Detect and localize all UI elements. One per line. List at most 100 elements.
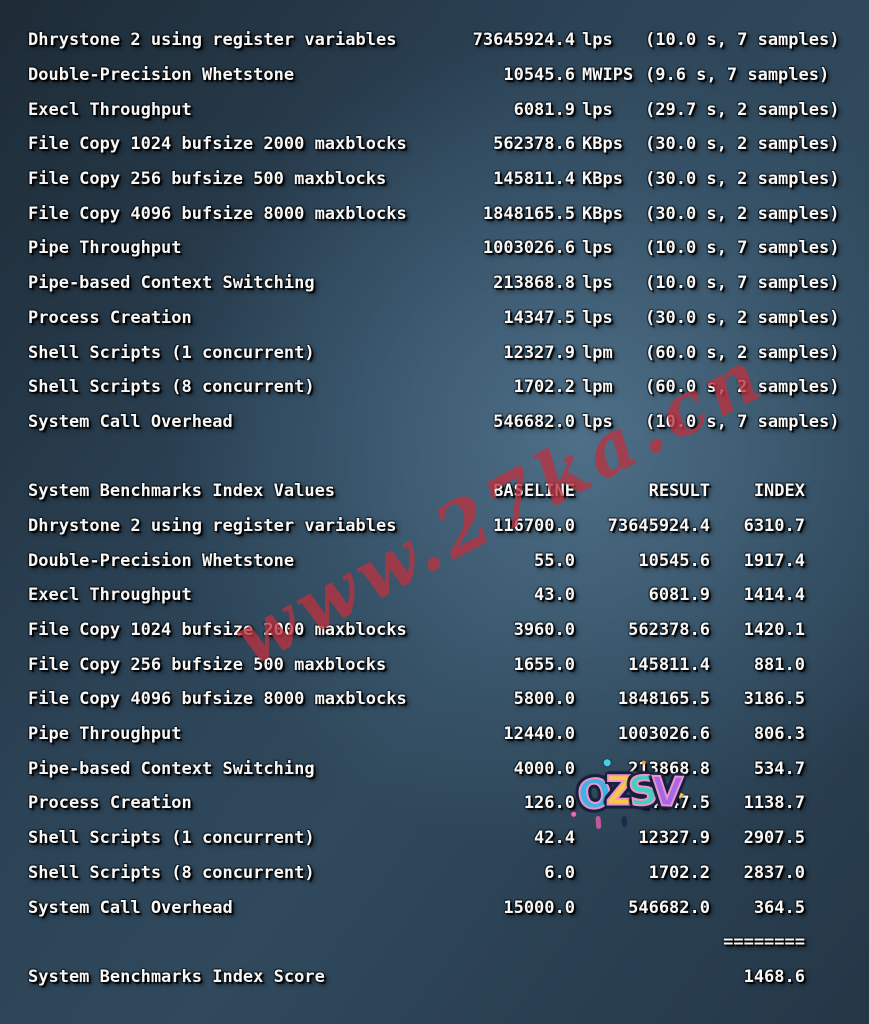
results-section: Dhrystone 2 using register variables 7364…	[28, 23, 869, 439]
result-unit: lpm	[582, 342, 613, 363]
result-row: Pipe Throughput 1003026.6 lps (10.0 s, 7 sa…	[28, 231, 869, 266]
index-row: Execl Throughput 43.0 6081.9 1414.4	[28, 578, 869, 613]
index-baseline: 116700.0	[493, 515, 575, 536]
result-timing: (30.0 s, 2 samples)	[645, 307, 840, 328]
result-row: File Copy 256 bufsize 500 maxblocks 14581…	[28, 162, 869, 197]
index-baseline: 5800.0	[513, 689, 575, 710]
result-name: Pipe Throughput	[28, 238, 182, 259]
score-row: System Benchmarks Index Score 1468.6	[28, 960, 869, 995]
result-row: Pipe-based Context Switching 213868.8 lps (…	[28, 266, 869, 301]
result-value: 1848165.5	[482, 203, 575, 224]
confetti-dot-icon	[571, 811, 577, 817]
index-name: Dhrystone 2 using register variables	[28, 515, 397, 536]
index-baseline: 3960.0	[513, 620, 575, 641]
index-name: Process Creation	[28, 793, 192, 814]
result-value: 10545.6	[503, 65, 575, 86]
index-value: 2907.5	[743, 828, 805, 849]
index-result: 1702.2	[648, 862, 710, 883]
sticker-letter: O	[573, 769, 611, 821]
index-name: File Copy 1024 bufsize 2000 maxblocks	[28, 620, 407, 641]
index-result: 145811.4	[628, 654, 710, 675]
result-row: File Copy 1024 bufsize 2000 maxblocks 562…	[28, 127, 869, 162]
index-value: 1917.4	[743, 550, 805, 571]
column-header-baseline: BASELINE	[493, 481, 575, 502]
result-unit: lps	[582, 99, 613, 120]
result-row: Process Creation 14347.5 lps (30.0 s, 2 sam…	[28, 301, 869, 336]
result-unit: lps	[582, 411, 613, 432]
result-name: File Copy 1024 bufsize 2000 maxblocks	[28, 134, 407, 155]
result-timing: (10.0 s, 7 samples)	[645, 30, 840, 51]
index-table-rows: Dhrystone 2 using register variables 1167…	[28, 509, 869, 925]
index-value: 806.3	[753, 724, 805, 745]
result-value: 14347.5	[503, 307, 575, 328]
index-value: 3186.5	[743, 689, 805, 710]
index-name: Pipe Throughput	[28, 724, 182, 745]
index-result: 1848165.5	[617, 689, 710, 710]
result-row: Shell Scripts (1 concurrent) 12327.9 lpm (6…	[28, 335, 869, 370]
result-unit: KBps	[582, 203, 623, 224]
result-timing: (60.0 s, 2 samples)	[645, 377, 840, 398]
index-baseline: 42.4	[534, 828, 575, 849]
sticker-letter: Z	[605, 768, 630, 816]
sticker-letter: V	[650, 768, 679, 817]
result-unit: MWIPS	[582, 65, 634, 86]
index-value: 6310.7	[743, 515, 805, 536]
result-unit: lps	[582, 307, 613, 328]
result-timing: (10.0 s, 7 samples)	[645, 411, 840, 432]
result-timing: (30.0 s, 2 samples)	[645, 169, 840, 190]
index-value: 881.0	[753, 654, 805, 675]
index-name: System Call Overhead	[28, 897, 233, 918]
index-result: 73645924.4	[607, 515, 710, 536]
index-result: 6081.9	[648, 585, 710, 606]
result-name: File Copy 256 bufsize 500 maxblocks	[28, 169, 387, 190]
result-name: System Call Overhead	[28, 411, 233, 432]
result-row: Shell Scripts (8 concurrent) 1702.2 lpm (60…	[28, 370, 869, 405]
result-timing: (29.7 s, 2 samples)	[645, 99, 840, 120]
result-value: 73645924.4	[472, 30, 575, 51]
index-row: System Call Overhead 15000.0 546682.0 364.5	[28, 890, 869, 925]
result-unit: lps	[582, 273, 613, 294]
index-value: 534.7	[753, 758, 805, 779]
result-value: 546682.0	[493, 411, 575, 432]
index-baseline: 55.0	[534, 550, 575, 571]
confetti-dot-icon	[603, 758, 611, 767]
paint-drip-icon	[621, 816, 628, 828]
result-value: 562378.6	[493, 134, 575, 155]
result-row: System Call Overhead 546682.0 lps (10.0 s, …	[28, 405, 869, 440]
index-row: Shell Scripts (1 concurrent) 42.4 12327.9 2…	[28, 821, 869, 856]
index-row: Shell Scripts (8 concurrent) 6.0 1702.2 283…	[28, 856, 869, 891]
index-name: Shell Scripts (8 concurrent)	[28, 862, 315, 883]
index-baseline: 15000.0	[503, 897, 575, 918]
result-unit: lps	[582, 238, 613, 259]
index-result: 213868.8	[628, 758, 710, 779]
confetti-dot-icon	[641, 760, 646, 765]
index-result: 1003026.6	[617, 724, 710, 745]
index-baseline: 1655.0	[513, 654, 575, 675]
result-unit: KBps	[582, 134, 623, 155]
result-name: Pipe-based Context Switching	[28, 273, 315, 294]
result-value: 213868.8	[493, 273, 575, 294]
index-result: 12327.9	[638, 828, 710, 849]
column-header-result: RESULT	[648, 481, 710, 502]
graffiti-sticker: ✦ OZSV	[571, 758, 687, 830]
index-result: 10545.6	[638, 550, 710, 571]
index-name: Pipe-based Context Switching	[28, 758, 315, 779]
result-name: Dhrystone 2 using register variables	[28, 30, 397, 51]
result-name: Shell Scripts (1 concurrent)	[28, 342, 315, 363]
result-value: 1003026.6	[482, 238, 575, 259]
index-name: Double-Precision Whetstone	[28, 550, 295, 571]
index-baseline: 126.0	[523, 793, 575, 814]
blank-line	[28, 439, 869, 474]
index-row: Dhrystone 2 using register variables 1167…	[28, 509, 869, 544]
index-row: File Copy 1024 bufsize 2000 maxblocks 396…	[28, 613, 869, 648]
index-value: 364.5	[753, 897, 805, 918]
result-name: Shell Scripts (8 concurrent)	[28, 377, 315, 398]
index-baseline: 6.0	[544, 862, 575, 883]
index-name: Execl Throughput	[28, 585, 192, 606]
index-row: Double-Precision Whetstone 55.0 10545.6 191…	[28, 543, 869, 578]
result-timing: (30.0 s, 2 samples)	[645, 203, 840, 224]
index-row: File Copy 256 bufsize 500 maxblocks 1655.…	[28, 647, 869, 682]
index-result: 14347.5	[638, 793, 710, 814]
column-header-index: INDEX	[753, 481, 805, 502]
